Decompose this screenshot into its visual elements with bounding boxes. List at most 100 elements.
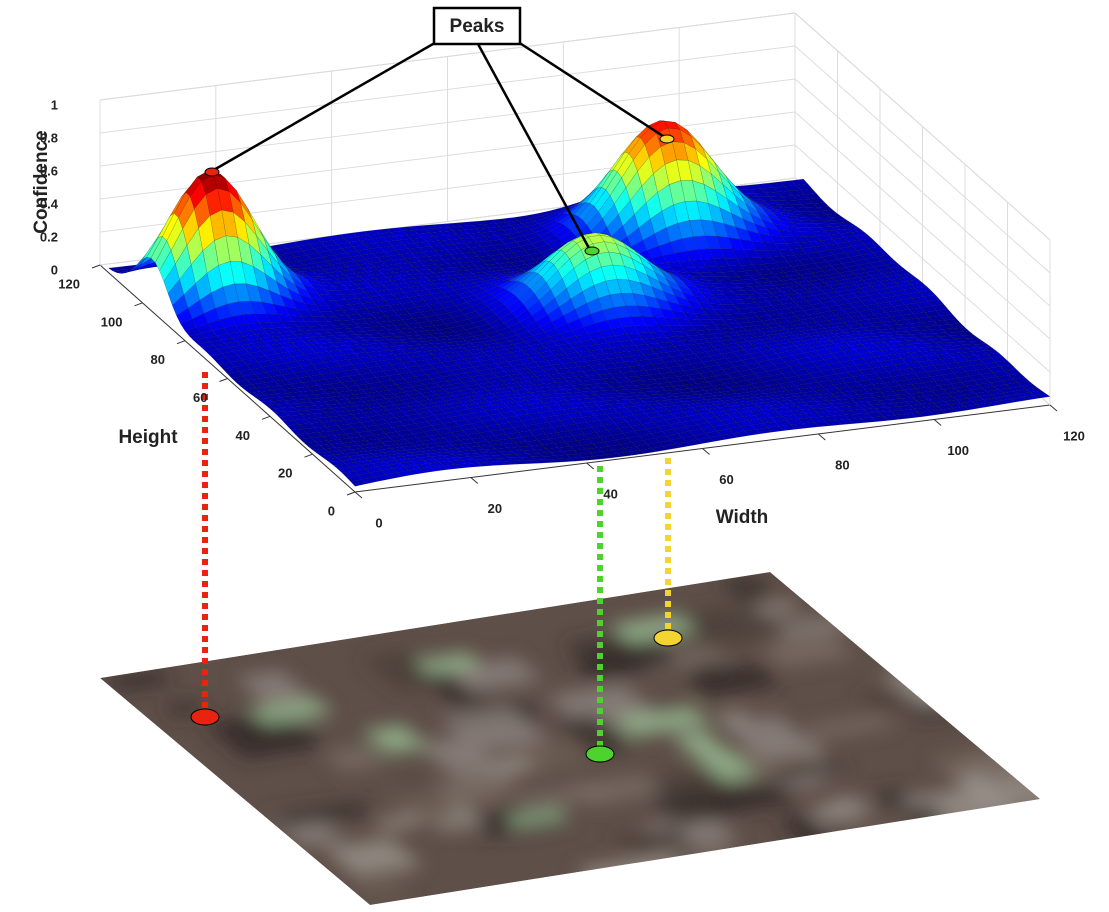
surface-patch [816, 206, 834, 212]
surface-patch [879, 376, 897, 384]
surface-patch [831, 322, 849, 328]
surface-patch [732, 303, 750, 310]
y-tick-mark [91, 264, 101, 269]
surface-patch [649, 387, 667, 392]
x-tick-mark [933, 419, 942, 426]
surface-patch [882, 364, 900, 372]
surface-patch [779, 180, 797, 187]
surface-patch [772, 223, 790, 232]
surface-patch [497, 340, 515, 347]
surface-patch [511, 363, 529, 370]
surface-patch [560, 240, 578, 254]
surface-patch [741, 279, 759, 284]
surface-patch [766, 333, 784, 339]
surface-patch [813, 214, 831, 218]
surface-patch [347, 276, 365, 282]
surface-patch [880, 338, 898, 343]
surface-patch [898, 284, 916, 291]
surface-patch [729, 313, 747, 320]
surface-patch [727, 385, 745, 391]
surface-patch [935, 342, 953, 347]
surface-patch [870, 350, 887, 357]
surface-patch [793, 288, 811, 294]
surface-patch [215, 303, 232, 321]
surface-patch [645, 383, 663, 389]
surface-patch [769, 196, 787, 201]
surface-patch [735, 341, 753, 347]
surface-patch [639, 348, 656, 355]
surface-patch [689, 347, 707, 354]
surface-patch [760, 273, 778, 279]
surface-patch [647, 357, 665, 365]
surface-patch [895, 379, 913, 387]
surface-patch [627, 349, 645, 357]
surface-patch [926, 336, 944, 340]
surface-patch [730, 375, 748, 383]
surface-patch [684, 383, 702, 389]
surface-patch [751, 297, 769, 303]
surface-patch [214, 357, 231, 365]
surface-patch [777, 229, 794, 238]
surface-patch [304, 273, 322, 277]
surface-patch [249, 350, 266, 358]
surface-patch [777, 366, 794, 374]
x-tick-label: 20 [488, 501, 502, 516]
surface-patch [817, 297, 835, 304]
surface-patch [745, 362, 763, 370]
surface-patch [607, 341, 625, 349]
surface-patch [513, 264, 531, 269]
surface-patch [655, 297, 673, 311]
red-marker [190, 708, 220, 726]
surface-patch [502, 265, 520, 271]
surface-patch [706, 364, 724, 372]
surface-patch [661, 204, 678, 229]
surface-patch [923, 294, 940, 302]
surface-patch [678, 260, 696, 269]
surface-patch [349, 254, 367, 262]
surface-patch [824, 326, 842, 332]
surface-patch [857, 262, 875, 270]
surface-patch [435, 263, 453, 269]
surface-patch [710, 369, 728, 377]
surface-patch [485, 376, 503, 383]
y-tick-mark [176, 340, 186, 345]
surface-patch [880, 258, 898, 266]
surface-patch [611, 236, 629, 250]
surface-patch [321, 335, 339, 340]
surface-patch [668, 271, 685, 278]
surface-patch [527, 235, 545, 244]
surface-patch [423, 382, 440, 389]
surface-patch [618, 200, 635, 227]
surface-patch [727, 237, 745, 250]
surface-patch [700, 333, 717, 340]
surface-patch [702, 276, 720, 281]
surface-patch [657, 267, 674, 280]
yellow-marker [653, 629, 683, 647]
surface-patch [637, 332, 655, 340]
surface-patch [851, 358, 868, 366]
surface-patch [653, 337, 671, 344]
peak-marker [584, 246, 600, 256]
surface-patch [932, 319, 950, 326]
surface-patch [327, 271, 345, 276]
surface-patch [633, 325, 651, 334]
surface-patch [644, 133, 661, 158]
surface-patch [662, 272, 679, 286]
x-tick-label: 60 [719, 472, 733, 487]
surface-patch [615, 243, 633, 259]
surface-patch [801, 246, 819, 254]
surface-patch [500, 275, 517, 281]
surface-patch [797, 211, 815, 215]
surface-patch [969, 340, 987, 345]
surface-patch [901, 275, 919, 282]
surface-patch [450, 382, 468, 389]
surface-patch [263, 340, 281, 346]
surface-patch [602, 377, 620, 384]
surface-patch [875, 371, 893, 379]
surface-patch [587, 330, 604, 340]
surface-patch [924, 310, 942, 318]
surface-patch [606, 318, 623, 330]
surface-patch [605, 171, 622, 196]
surface-patch [757, 327, 775, 333]
surface-patch [938, 383, 956, 390]
